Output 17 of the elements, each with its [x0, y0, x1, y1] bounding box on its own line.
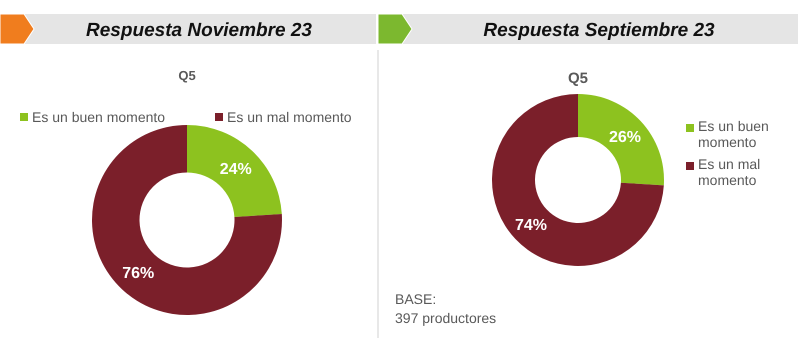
donut-slice [578, 94, 664, 186]
donut-slice [492, 94, 664, 266]
legend-label: Es un buen momento [698, 118, 769, 150]
donut-slice [92, 125, 282, 315]
data-label: 74% [514, 217, 547, 234]
chart-subtitle: Q5 [178, 68, 196, 83]
chart-title: Respuesta Septiembre 23 [483, 20, 716, 41]
legend-label: Es un mal momento [698, 156, 760, 188]
donut-slice [187, 125, 282, 218]
data-label: 76% [122, 264, 154, 282]
legend-label: Es un buen momento [32, 109, 166, 125]
chart-title: Respuesta Noviembre 23 [86, 20, 312, 41]
data-label: 24% [220, 161, 252, 178]
text: BASE: 397 productores [395, 291, 496, 326]
data-label: 26% [609, 128, 642, 146]
legend-label: Es un mal momento [227, 109, 352, 125]
chart-subtitle: Q5 [568, 70, 588, 87]
